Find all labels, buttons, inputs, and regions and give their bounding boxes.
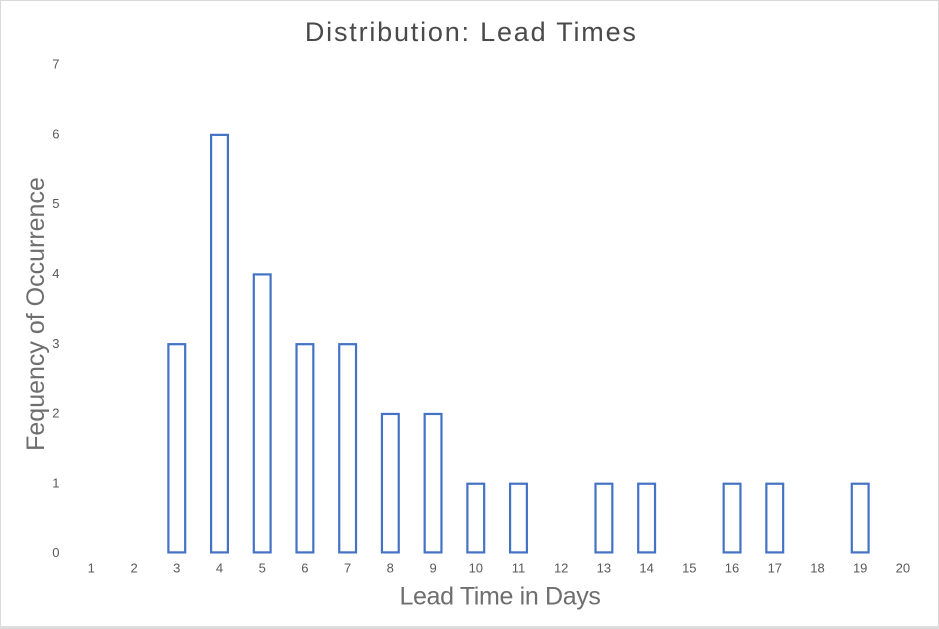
svg-text:19: 19 bbox=[853, 561, 867, 576]
svg-text:5: 5 bbox=[259, 561, 266, 576]
svg-text:7: 7 bbox=[52, 57, 59, 72]
svg-text:7: 7 bbox=[344, 561, 351, 576]
svg-text:9: 9 bbox=[429, 561, 436, 576]
svg-text:11: 11 bbox=[512, 561, 526, 576]
svg-text:10: 10 bbox=[469, 561, 483, 576]
svg-text:3: 3 bbox=[173, 561, 180, 576]
svg-text:8: 8 bbox=[387, 561, 394, 576]
svg-text:3: 3 bbox=[52, 336, 59, 351]
svg-text:18: 18 bbox=[810, 561, 824, 576]
svg-text:4: 4 bbox=[216, 561, 223, 576]
svg-text:Fequency of Occurrence: Fequency of Occurrence bbox=[22, 177, 50, 451]
svg-text:1: 1 bbox=[52, 475, 59, 490]
svg-text:Distribution: Lead Times: Distribution: Lead Times bbox=[305, 17, 638, 47]
svg-text:17: 17 bbox=[768, 561, 782, 576]
svg-text:20: 20 bbox=[896, 561, 910, 576]
svg-text:16: 16 bbox=[725, 561, 739, 576]
svg-text:13: 13 bbox=[597, 561, 611, 576]
svg-text:6: 6 bbox=[52, 127, 59, 142]
svg-text:12: 12 bbox=[554, 561, 568, 576]
svg-text:15: 15 bbox=[682, 561, 696, 576]
svg-text:4: 4 bbox=[52, 266, 59, 281]
svg-text:Lead Time in Days: Lead Time in Days bbox=[399, 582, 600, 610]
svg-text:1: 1 bbox=[88, 561, 95, 576]
svg-text:2: 2 bbox=[130, 561, 137, 576]
svg-text:14: 14 bbox=[639, 561, 653, 576]
svg-text:5: 5 bbox=[52, 196, 59, 211]
svg-text:6: 6 bbox=[301, 561, 308, 576]
svg-text:2: 2 bbox=[52, 406, 59, 421]
svg-text:0: 0 bbox=[52, 545, 59, 560]
